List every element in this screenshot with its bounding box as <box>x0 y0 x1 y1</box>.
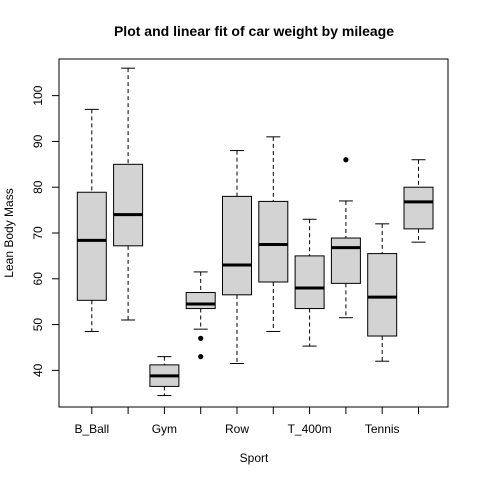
box-iqr <box>76 191 107 301</box>
x-tick-label: Gym <box>152 422 177 436</box>
y-tick-label: 60 <box>31 272 45 286</box>
outlier-point <box>198 354 204 360</box>
box-iqr <box>403 186 434 230</box>
box-group-layer <box>76 67 434 397</box>
x-axis-label: Sport <box>240 451 269 465</box>
box-iqr <box>222 195 252 296</box>
x-tick-label: Tennis <box>365 422 400 436</box>
box-group <box>403 159 434 243</box>
box-iqr <box>330 237 361 284</box>
box-iqr <box>367 253 398 337</box>
y-tick-label: 90 <box>31 134 45 148</box>
box-iqr <box>185 292 216 310</box>
y-tick-label: 40 <box>31 363 45 377</box>
y-tick-label: 70 <box>31 226 45 240</box>
outlier-point <box>343 157 349 163</box>
y-axis-label: Lean Body Mass <box>2 188 16 277</box>
box-group <box>294 218 325 347</box>
box-iqr <box>294 255 325 310</box>
x-tick-label: Row <box>225 422 249 436</box>
box-group <box>76 108 107 332</box>
box-iqr <box>258 200 289 283</box>
box-group <box>149 356 180 397</box>
x-axis: B_Ball Gym Row T_400m Tennis <box>74 406 419 436</box>
box-iqr <box>113 163 144 247</box>
box-group <box>258 136 289 332</box>
outlier-point <box>198 335 204 341</box>
x-tick-label: T_400m <box>288 422 332 436</box>
y-tick-label: 80 <box>31 180 45 194</box>
box-group <box>222 150 252 364</box>
y-tick-label: 100 <box>31 85 45 105</box>
x-tick-label: B_Ball <box>74 422 109 436</box>
y-axis: 40 50 60 70 80 90 100 <box>31 85 60 377</box>
y-tick-label: 50 <box>31 318 45 332</box>
box-group <box>185 271 216 360</box>
box-group <box>367 223 398 362</box>
box-group <box>113 67 144 321</box>
box-group <box>330 157 361 319</box>
chart-title: Plot and linear fit of car weight by mil… <box>114 23 394 39</box>
